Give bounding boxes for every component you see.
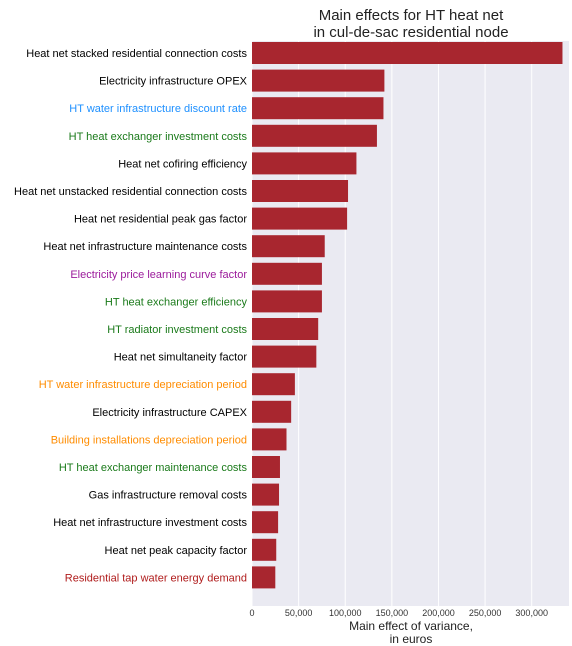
bar bbox=[252, 373, 295, 396]
x-tick-labels-group: 0 50,000 100,000 150,000 200,000 250,000 300,0… bbox=[249, 608, 547, 618]
x-axis-title-line-1: Main effect of variance, bbox=[349, 619, 473, 633]
x-tick-label: 200,000 bbox=[422, 608, 455, 618]
bar bbox=[252, 318, 319, 340]
category-label: Electricity price learning curve factor bbox=[70, 269, 247, 281]
category-label: Heat net stacked residential connection … bbox=[26, 48, 247, 60]
bar bbox=[252, 400, 292, 423]
bar bbox=[252, 235, 325, 258]
category-label: Residential tap water energy demand bbox=[65, 572, 247, 584]
category-label: Heat net cofiring efficiency bbox=[118, 158, 247, 170]
bar bbox=[252, 152, 357, 175]
category-label: Electricity infrastructure CAPEX bbox=[92, 407, 247, 419]
category-label: Heat net unstacked residential connectio… bbox=[14, 186, 247, 198]
bar bbox=[252, 538, 277, 561]
category-label: Heat net peak capacity factor bbox=[105, 545, 248, 557]
category-label: HT heat exchanger maintenance costs bbox=[59, 462, 248, 474]
category-label: Heat net residential peak gas factor bbox=[74, 214, 247, 226]
bar bbox=[252, 262, 322, 285]
bar bbox=[252, 345, 317, 368]
category-label: HT heat exchanger efficiency bbox=[105, 296, 248, 308]
category-labels-group: Heat net stacked residential connection … bbox=[14, 48, 248, 584]
category-label: Building installations depreciation peri… bbox=[51, 434, 247, 446]
bar bbox=[252, 180, 349, 202]
bar bbox=[252, 207, 348, 230]
x-tick-label: 50,000 bbox=[285, 608, 313, 618]
x-tick-label: 250,000 bbox=[469, 608, 502, 618]
category-label: Gas infrastructure removal costs bbox=[89, 490, 248, 502]
category-label: HT water infrastructure depreciation per… bbox=[39, 379, 247, 391]
bar bbox=[252, 290, 322, 313]
category-label: HT heat exchanger investment costs bbox=[69, 131, 248, 143]
chart-title-line-2: in cul-de-sac residential node bbox=[313, 24, 508, 41]
bar bbox=[252, 69, 385, 92]
bar bbox=[252, 483, 280, 506]
bar bbox=[252, 511, 279, 534]
category-label: HT water infrastructure discount rate bbox=[69, 103, 247, 115]
bars-group bbox=[252, 42, 563, 589]
x-tick-label: 100,000 bbox=[329, 608, 362, 618]
bar bbox=[252, 456, 280, 478]
x-axis-title-line-2: in euros bbox=[390, 632, 433, 646]
bar bbox=[252, 428, 287, 451]
category-label: Heat net simultaneity factor bbox=[114, 352, 248, 364]
x-tick-label: 150,000 bbox=[376, 608, 409, 618]
bar bbox=[252, 124, 377, 147]
bar bbox=[252, 566, 276, 589]
category-label: HT radiator investment costs bbox=[107, 324, 247, 336]
chart-title-line-1: Main effects for HT heat net bbox=[319, 7, 504, 24]
x-tick-label: 300,000 bbox=[515, 608, 548, 618]
category-label: Heat net infrastructure investment costs bbox=[53, 517, 247, 529]
bar bbox=[252, 42, 563, 64]
x-tick-label: 0 bbox=[249, 608, 254, 618]
bar bbox=[252, 97, 384, 120]
category-label: Electricity infrastructure OPEX bbox=[99, 76, 248, 88]
category-label: Heat net infrastructure maintenance cost… bbox=[43, 241, 247, 253]
